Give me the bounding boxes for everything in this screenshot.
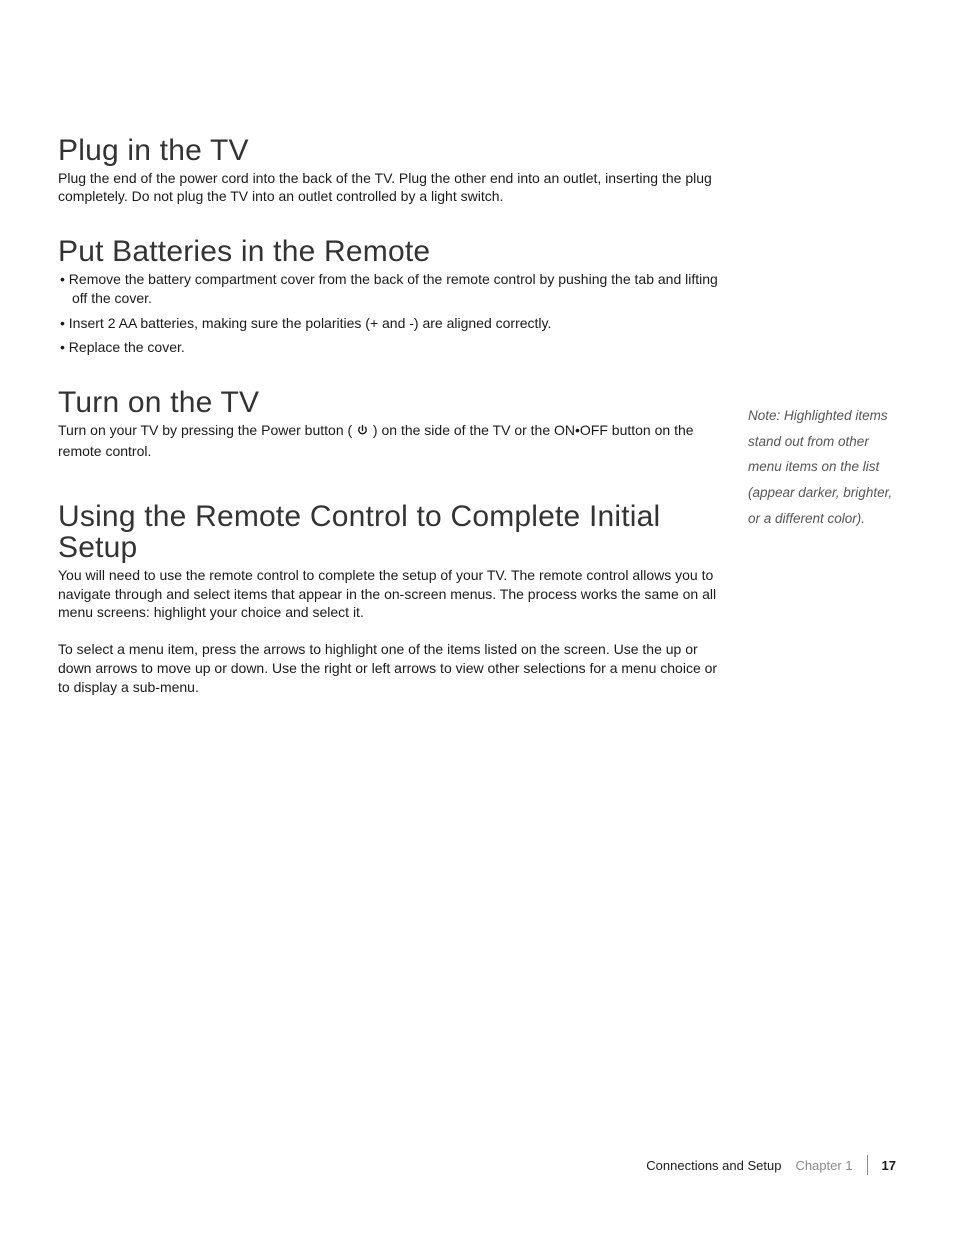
- footer-section: Connections and Setup: [646, 1158, 781, 1173]
- section-batteries: Put Batteries in the Remote Remove the b…: [58, 236, 718, 357]
- list-item: Replace the cover.: [58, 338, 718, 357]
- note-text: Highlighted items stand out from other m…: [748, 408, 892, 526]
- main-column: Plug in the TV Plug the end of the power…: [58, 135, 718, 697]
- heading-initial-setup: Using the Remote Control to Complete Ini…: [58, 501, 718, 564]
- page-footer: Connections and Setup Chapter 1 17: [646, 1155, 896, 1175]
- setup-paragraph-1: You will need to use the remote control …: [58, 566, 718, 623]
- turn-on-text-before: Turn on your TV by pressing the Power bu…: [58, 422, 356, 438]
- power-icon: [356, 423, 369, 442]
- heading-batteries: Put Batteries in the Remote: [58, 236, 718, 268]
- heading-plug-in-tv: Plug in the TV: [58, 135, 718, 167]
- body-turn-on: Turn on your TV by pressing the Power bu…: [58, 421, 718, 461]
- footer-chapter: Chapter 1: [795, 1158, 852, 1173]
- note-lead: Note:: [748, 408, 780, 423]
- section-turn-on: Turn on the TV Turn on your TV by pressi…: [58, 387, 718, 460]
- footer-divider: [867, 1155, 868, 1175]
- footer-page-number: 17: [882, 1158, 896, 1173]
- body-plug-in-tv: Plug the end of the power cord into the …: [58, 169, 718, 207]
- setup-paragraph-2: To select a menu item, press the arrows …: [58, 640, 718, 697]
- page: Plug in the TV Plug the end of the power…: [0, 0, 954, 697]
- list-item: Insert 2 AA batteries, making sure the p…: [58, 314, 718, 333]
- heading-turn-on: Turn on the TV: [58, 387, 718, 419]
- list-item: Remove the battery compartment cover fro…: [58, 270, 718, 308]
- section-initial-setup: Using the Remote Control to Complete Ini…: [58, 501, 718, 697]
- sidebar-note: Note: Highlighted items stand out from o…: [748, 403, 903, 531]
- section-plug-in-tv: Plug in the TV Plug the end of the power…: [58, 135, 718, 206]
- batteries-list: Remove the battery compartment cover fro…: [58, 270, 718, 358]
